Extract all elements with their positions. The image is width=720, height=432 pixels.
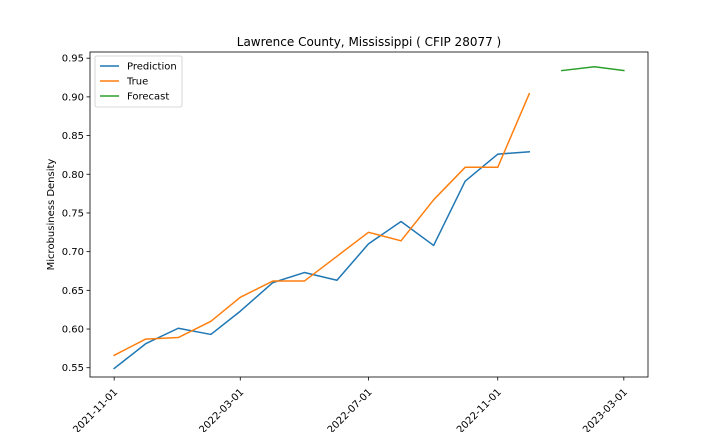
series-line-prediction bbox=[113, 151, 531, 370]
legend-label-forecast: Forecast bbox=[127, 92, 169, 103]
y-tick-label: 0.65 bbox=[62, 286, 84, 297]
y-tick-label: 0.55 bbox=[62, 363, 84, 374]
x-tick-label: 2022-07-01 bbox=[326, 387, 375, 432]
y-tick-label: 0.85 bbox=[62, 131, 84, 142]
legend-label-prediction: Prediction bbox=[127, 62, 177, 73]
legend-box bbox=[94, 55, 183, 108]
series-line-forecast bbox=[560, 65, 625, 72]
y-tick-label: 0.60 bbox=[62, 325, 84, 336]
axes-frame bbox=[89, 51, 649, 378]
y-tick-label: 0.70 bbox=[62, 247, 84, 258]
legend-label-true: True bbox=[126, 77, 148, 88]
y-tick-label: 0.80 bbox=[62, 170, 84, 181]
plot-area: 0.55 0.60 0.65 0.70 0.75 0.80 0.85 0.90 0.95 2021… bbox=[62, 51, 649, 432]
y-tick-label: 0.90 bbox=[62, 92, 84, 103]
chart-title: Lawrence County, Mississippi ( CFIP 2807… bbox=[237, 35, 501, 49]
y-tick-label: 0.95 bbox=[62, 54, 84, 65]
series-line-true bbox=[113, 92, 531, 357]
x-tick-label: 2022-03-01 bbox=[198, 387, 247, 432]
y-axis-label: Microbusiness Density bbox=[46, 159, 57, 271]
legend: Prediction True Forecast bbox=[94, 55, 183, 108]
y-tick-label: 0.75 bbox=[62, 208, 84, 219]
x-tick-label: 2021-11-01 bbox=[71, 387, 120, 432]
x-tick-label: 2022-11-01 bbox=[455, 387, 504, 432]
x-tick-label: 2023-03-01 bbox=[581, 387, 630, 432]
